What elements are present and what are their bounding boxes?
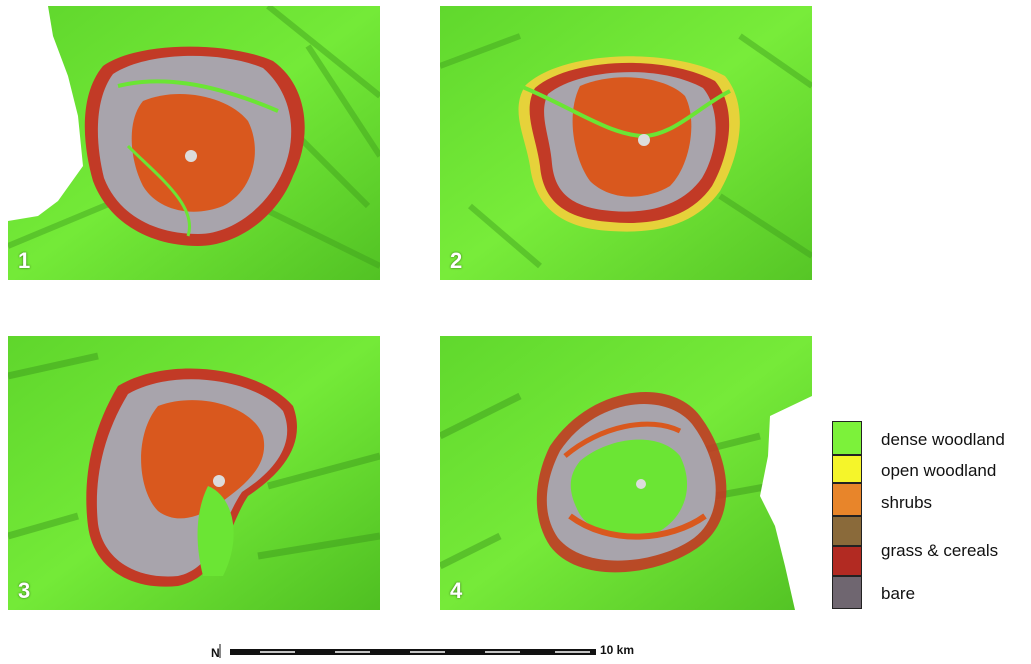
map-1-graphic: [8, 6, 380, 280]
legend-label-dense-woodland: dense woodland: [881, 430, 1005, 449]
site-marker-4: [636, 479, 646, 489]
legend-label-shrubs: shrubs: [881, 493, 933, 512]
north-arrow-icon: N: [211, 646, 220, 660]
panel-number-4: 4: [450, 578, 463, 603]
site-marker-2: [638, 134, 650, 146]
scale-bar-graphic: N: [211, 644, 596, 660]
legend-swatch-shrubs: [832, 483, 862, 516]
map-4-graphic: [440, 336, 812, 610]
legend-label-bare: bare: [881, 584, 916, 603]
map-3-graphic: [8, 336, 380, 610]
site-marker-1: [185, 150, 197, 162]
map-panel-3: 3: [8, 336, 380, 610]
legend-label-grass: grass & cereals: [881, 541, 999, 560]
legend-swatch-dense-woodland: [832, 421, 862, 455]
scale-bar: N 10 km: [210, 640, 670, 664]
panel-number-2: 2: [450, 248, 463, 273]
legend-swatch-red: [832, 546, 862, 576]
legend-swatch-open-woodland: [832, 455, 862, 483]
panel-number-3: 3: [18, 578, 31, 603]
panel-number-1: 1: [18, 248, 31, 273]
map-panel-2: 2: [440, 6, 812, 280]
map-2-graphic: [440, 6, 812, 280]
legend-swatch-bare: [832, 576, 862, 609]
scale-label: 10 km: [600, 643, 635, 657]
map-panel-1: 1: [8, 6, 380, 280]
site-marker-3: [213, 475, 225, 487]
legend-label-open-woodland: open woodland: [881, 461, 997, 480]
legend-swatch-grass: [832, 516, 862, 546]
map-panel-4: 4: [440, 336, 812, 610]
